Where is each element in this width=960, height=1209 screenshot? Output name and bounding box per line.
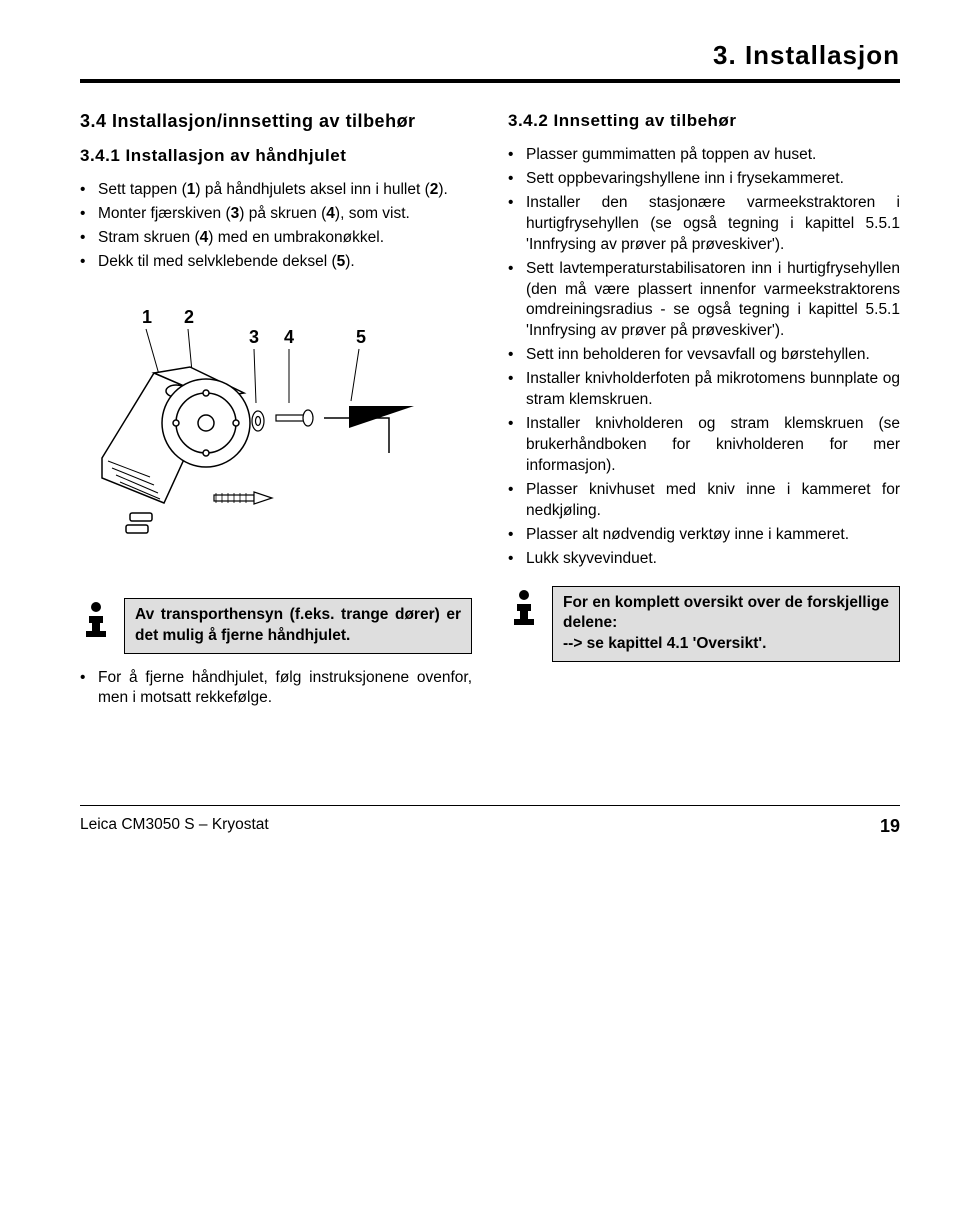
left-column: 3.4 Installasjon/innsetting av tilbehør … — [80, 111, 472, 725]
figure-label-2: 2 — [184, 307, 194, 327]
footer-product: Leica CM3050 S – Kryostat — [80, 816, 269, 837]
list-item: For å fjerne håndhjulet, følg instruksjo… — [80, 668, 472, 710]
figure-label-5: 5 — [356, 327, 366, 347]
note-row-right: For en komplett oversikt over de forskje… — [508, 586, 900, 663]
left-bullets-2: For å fjerne håndhjulet, følg instruksjo… — [80, 668, 472, 710]
info-icon — [80, 600, 112, 643]
figure-label-1: 1 — [142, 307, 152, 327]
handwheel-diagram-svg: 1 2 3 4 5 — [94, 303, 434, 563]
list-item: Sett inn beholderen for vevsavfall og bø… — [508, 345, 900, 366]
right-column: 3.4.2 Innsetting av tilbehør Plasser gum… — [508, 111, 900, 725]
list-item: Stram skruen (4) med en umbrakonøkkel. — [80, 228, 472, 249]
list-item: Monter fjærskiven (3) på skruen (4), som… — [80, 204, 472, 225]
list-item: Installer knivholderfoten på mikrotomens… — [508, 369, 900, 411]
list-item: Plasser gummimatten på toppen av huset. — [508, 145, 900, 166]
list-item: Installer knivholderen og stram klemskru… — [508, 414, 900, 477]
two-column-layout: 3.4 Installasjon/innsetting av tilbehør … — [80, 111, 900, 725]
footer-page-number: 19 — [880, 816, 900, 837]
header-rule — [80, 79, 900, 83]
list-item: Sett tappen (1) på håndhjulets aksel inn… — [80, 180, 472, 201]
subsection-heading-right: 3.4.2 Innsetting av tilbehør — [508, 111, 900, 131]
figure-label-3: 3 — [249, 327, 259, 347]
section-heading-left: 3.4 Installasjon/innsetting av tilbehør — [80, 111, 472, 132]
info-icon — [508, 588, 540, 631]
list-item: Lukk skyvevinduet. — [508, 549, 900, 570]
list-item: Plasser knivhuset med kniv inne i kammer… — [508, 480, 900, 522]
list-item: Dekk til med selvklebende deksel (5). — [80, 252, 472, 273]
page-footer: Leica CM3050 S – Kryostat 19 — [80, 805, 900, 837]
list-item: Installer den stasjonære varmeekstraktor… — [508, 193, 900, 256]
note-box-right: For en komplett oversikt over de forskje… — [552, 586, 900, 663]
note-box-left: Av transporthensyn (f.eks. trange dører)… — [124, 598, 472, 654]
subsection-heading-left: 3.4.1 Installasjon av håndhjulet — [80, 146, 472, 166]
note-row-left: Av transporthensyn (f.eks. trange dører)… — [80, 598, 472, 654]
left-bullets-1: Sett tappen (1) på håndhjulets aksel inn… — [80, 180, 472, 273]
list-item: Sett lavtemperaturstabilisatoren inn i h… — [508, 259, 900, 343]
list-item: Sett oppbevaringshyllene inn i frysekamm… — [508, 169, 900, 190]
handwheel-figure: 1 2 3 4 5 — [94, 303, 472, 568]
chapter-header: 3. Installasjon — [80, 40, 900, 71]
list-item: Plasser alt nødvendig verktøy inne i kam… — [508, 525, 900, 546]
figure-label-4: 4 — [284, 327, 294, 347]
right-bullets: Plasser gummimatten på toppen av huset. … — [508, 145, 900, 570]
